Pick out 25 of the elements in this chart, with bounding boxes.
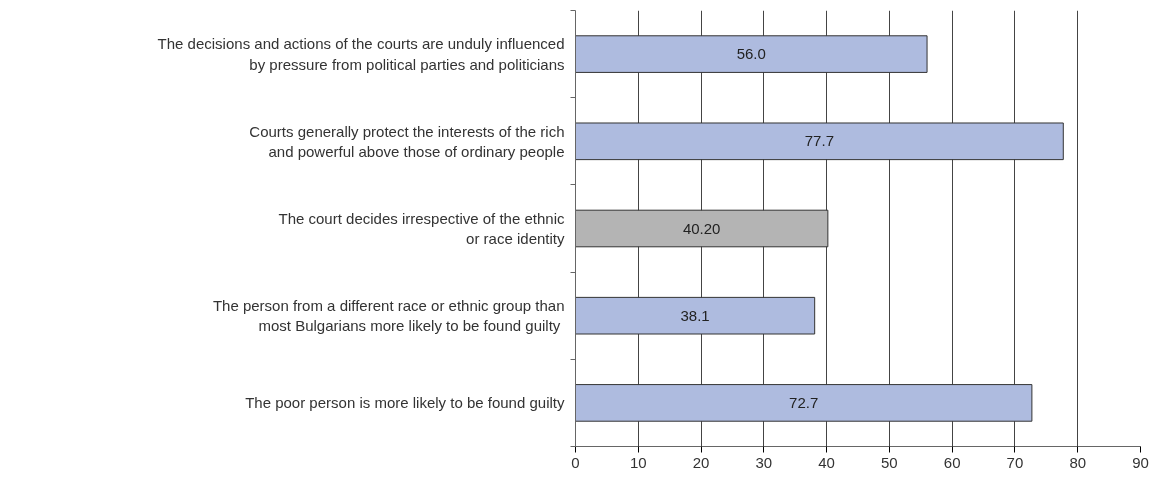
x-tick-label: 90 [1132,453,1149,471]
data-label: 72.7 [789,393,819,411]
x-tick-label: 80 [1069,453,1087,471]
x-tick-label: 70 [1006,453,1024,471]
data-label: 38.1 [680,306,710,324]
data-label: 56.0 [736,45,766,63]
y-tick-label: Courts generally protect the interests of the rich and powerful above those of ordinary people [249,122,565,160]
y-tick-label: The person from a different race or ethnic group than most Bulgarians more likely to be found guilty [212,297,565,335]
y-tick-label: The court decides irrespective of the ethnic or race identity [278,209,565,248]
x-tick-label: 20 [692,453,710,471]
y-tick-label: The poor person is more likely to be found guilty [245,394,565,412]
y-tick-label: The decisions and actions of the courts are unduly influenced by pressure from political parties and politicians [157,35,565,73]
x-tick-label: 60 [943,453,961,471]
data-label: 40.20 [682,219,721,237]
x-tick-label: 30 [755,453,773,471]
x-tick-label: 0 [571,453,580,471]
data-label: 77.7 [804,132,834,150]
x-tick-label: 10 [629,453,647,471]
bar [575,296,816,335]
bar [575,122,1064,161]
bar [575,35,928,73]
bar [575,209,829,248]
x-tick-label: 50 [881,453,898,471]
bar [575,384,1033,422]
x-tick-label: 40 [818,453,835,471]
